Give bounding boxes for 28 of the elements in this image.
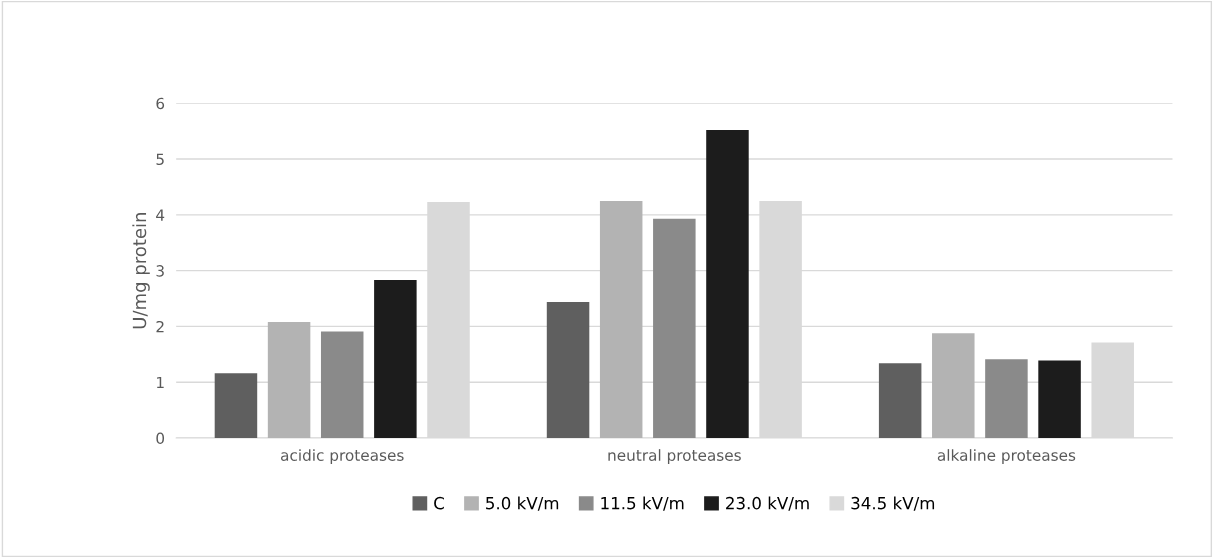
y-tick-label: 3 (156, 265, 164, 277)
y-tick-label: 1 (157, 376, 164, 389)
y-axis-title: U/mg protein (132, 213, 150, 329)
bar (878, 363, 922, 439)
y-tick-label: 4 (156, 209, 165, 221)
y-tick-label: 6 (156, 97, 165, 110)
legend-label: 23.0 kV/m (726, 496, 809, 511)
legend-label: C (434, 496, 444, 510)
legend-label: 34.5 kV/m (851, 496, 935, 511)
bar (599, 200, 643, 439)
bar (320, 331, 364, 439)
y-tick-label: 0 (156, 432, 165, 445)
x-tick-label: neutral proteases (608, 449, 741, 464)
bar (985, 359, 1028, 439)
bar (546, 301, 590, 439)
x-tick-label: alkaline proteases (937, 449, 1076, 464)
bar (374, 280, 417, 439)
x-tick-label: acidic proteases (281, 449, 404, 464)
bar (706, 130, 749, 439)
bar (267, 321, 311, 439)
bar (1038, 360, 1081, 439)
bar (932, 333, 975, 439)
legend-label: 5.0 kV/m (486, 496, 559, 511)
y-tick-label: 2 (156, 320, 164, 333)
bar (653, 218, 696, 439)
legend-label: 11.5 kV/m (601, 496, 684, 511)
y-tick-label: 5 (156, 153, 164, 166)
bar (214, 373, 258, 439)
